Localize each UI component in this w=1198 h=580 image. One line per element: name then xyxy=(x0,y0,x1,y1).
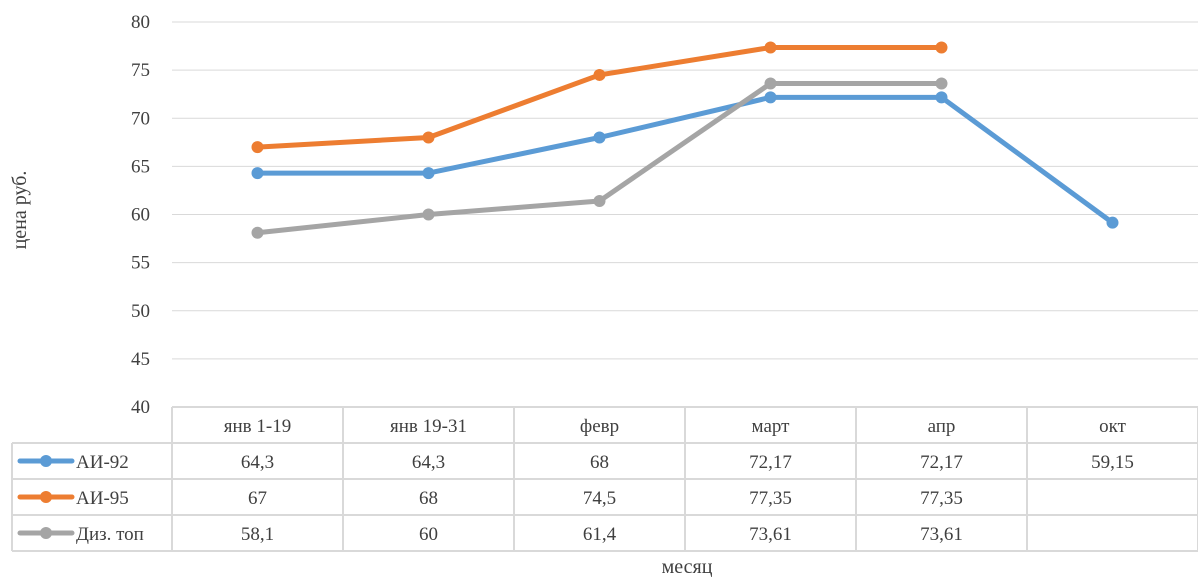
y-tick-label: 50 xyxy=(131,301,150,322)
x-tick-label: апр xyxy=(928,416,956,437)
series-line xyxy=(255,94,1115,226)
series-group xyxy=(251,91,1119,229)
y-tick-label: 80 xyxy=(131,12,150,33)
series-lines xyxy=(251,41,1119,239)
legend-label: Диз. топ xyxy=(76,524,144,545)
x-axis-title: месяц xyxy=(662,556,713,578)
data-label: 68 xyxy=(419,488,438,509)
y-axis-title: цена руб. xyxy=(9,171,31,250)
series-line xyxy=(255,81,944,236)
y-tick-label: 40 xyxy=(131,397,150,418)
x-tick-label: янв 19-31 xyxy=(390,416,467,437)
data-point xyxy=(422,131,435,144)
legend-label: АИ-92 xyxy=(76,452,129,473)
y-tick-label: 65 xyxy=(131,156,150,177)
data-label: 74,5 xyxy=(583,488,616,509)
legend-swatch-marker xyxy=(40,455,52,467)
x-tick-label: февр xyxy=(580,416,619,437)
data-label: 72,17 xyxy=(920,452,963,473)
legend-swatch-marker xyxy=(40,527,52,539)
y-tick-label: 70 xyxy=(131,108,150,129)
data-label: 77,35 xyxy=(749,488,792,509)
data-label: 58,1 xyxy=(241,524,274,545)
x-tick-label: окт xyxy=(1099,416,1126,437)
data-label: 67 xyxy=(248,488,267,509)
data-point xyxy=(251,141,264,154)
series-group xyxy=(251,77,948,239)
data-point xyxy=(935,77,948,90)
data-table: янв 1-19 янв 19-31 февр март апр окт АИ-92 64,3… xyxy=(11,406,1198,552)
data-point xyxy=(593,195,606,208)
data-point xyxy=(251,226,264,239)
data-label: 64,3 xyxy=(241,452,274,473)
data-point xyxy=(422,208,435,221)
y-tick-label: 60 xyxy=(131,205,150,226)
legend-swatch-marker xyxy=(40,491,52,503)
series-group xyxy=(251,41,948,154)
data-label: 77,35 xyxy=(920,488,963,509)
data-label: 59,15 xyxy=(1091,452,1134,473)
data-label: 64,3 xyxy=(412,452,445,473)
data-point xyxy=(935,41,948,54)
data-point xyxy=(764,91,777,104)
gridlines xyxy=(172,21,1198,360)
data-point xyxy=(251,167,264,180)
data-point xyxy=(1106,216,1119,229)
data-point xyxy=(422,167,435,180)
data-label: 60 xyxy=(419,524,438,545)
data-point xyxy=(764,77,777,90)
x-tick-label: март xyxy=(752,416,791,437)
legend-label: АИ-95 xyxy=(76,488,129,509)
data-label: 73,61 xyxy=(749,524,792,545)
data-point xyxy=(935,91,948,104)
y-tick-label: 55 xyxy=(131,253,150,274)
data-label: 68 xyxy=(590,452,609,473)
data-point xyxy=(764,41,777,54)
data-point xyxy=(593,131,606,144)
data-point xyxy=(593,68,606,81)
data-label: 73,61 xyxy=(920,524,963,545)
y-tick-label: 45 xyxy=(131,349,150,370)
data-label: 72,17 xyxy=(749,452,792,473)
y-tick-label: 75 xyxy=(131,60,150,81)
y-axis-ticks: 40 45 50 55 60 65 70 75 80 xyxy=(131,12,150,418)
x-tick-label: янв 1-19 xyxy=(224,416,291,437)
data-label: 61,4 xyxy=(583,524,617,545)
